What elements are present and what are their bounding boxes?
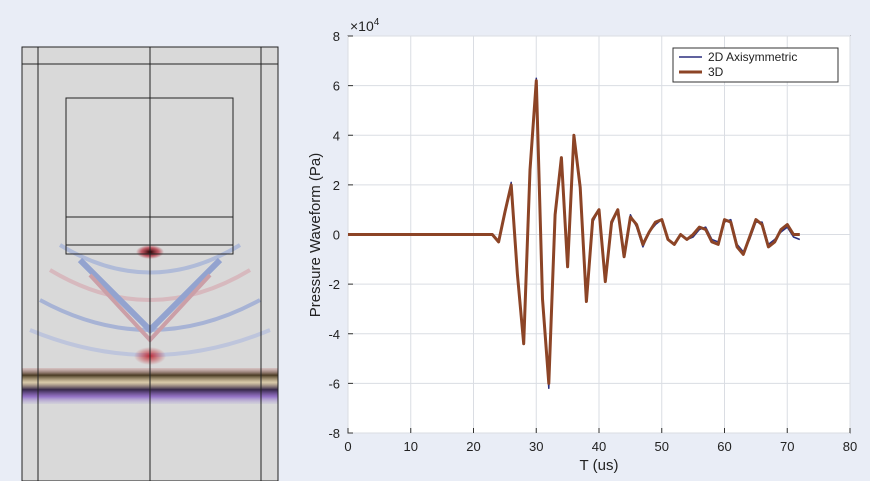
legend-label-2d-axisymmetric: 2D Axisymmetric [708,50,797,64]
x-tick-label: 70 [780,439,794,454]
pressure-field-simulation [21,46,279,481]
series-line-3d [348,79,800,385]
y-tick-label: 6 [333,79,340,94]
series-layer [348,77,801,390]
y-tick-label: 2 [333,178,340,193]
x-tick-label: 40 [592,439,606,454]
pressure-waveform-chart: 0 10 20 30 40 50 60 70 80 -8 -6 -4 -2 0 2 4 6 8 ×104 T (… [307,17,857,474]
x-axis-ticks: 0 10 20 30 40 50 60 70 80 [344,428,857,454]
y-multiplier-exponent: 4 [374,17,380,28]
x-tick-label: 50 [655,439,669,454]
legend-box [672,47,839,83]
x-tick-label: 60 [717,439,731,454]
x-tick-label: 30 [529,439,543,454]
y-tick-label: -8 [328,426,340,441]
y-tick-label: -2 [328,277,340,292]
y-tick-label: 4 [333,128,340,143]
x-tick-label: 80 [843,439,857,454]
y-tick-label: -6 [328,376,340,391]
legend-label-3d: 3D [708,65,724,79]
x-tick-label: 0 [344,439,351,454]
y-tick-label: 8 [333,29,340,44]
x-axis-label: T (us) [580,457,619,474]
x-tick-label: 20 [466,439,480,454]
legend: 2D Axisymmetric 3D [672,47,839,83]
domain-outline [21,46,279,481]
y-axis-label: Pressure Waveform (Pa) [307,153,324,317]
x-tick-label: 10 [404,439,418,454]
y-tick-label: -4 [328,327,340,342]
y-tick-label: 0 [333,228,340,243]
y-multiplier: ×104 [350,17,380,34]
